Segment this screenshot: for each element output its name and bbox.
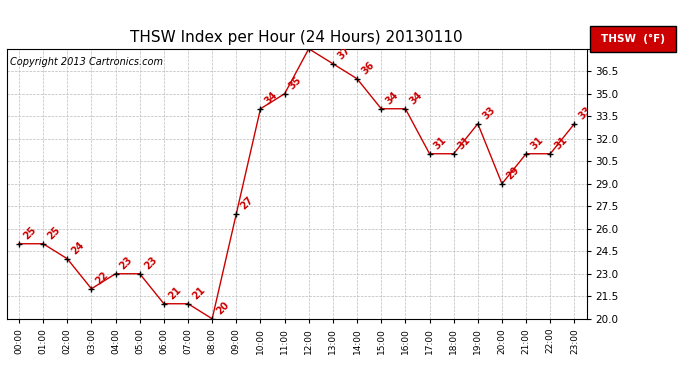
Title: THSW Index per Hour (24 Hours) 20130110: THSW Index per Hour (24 Hours) 20130110 (130, 30, 463, 45)
Text: 38: 38 (311, 30, 328, 46)
Text: 35: 35 (287, 75, 304, 92)
Text: 31: 31 (529, 135, 545, 152)
Text: 31: 31 (432, 135, 448, 152)
Text: 29: 29 (504, 165, 521, 182)
Text: 31: 31 (456, 135, 473, 152)
Text: 20: 20 (215, 300, 231, 316)
Text: 24: 24 (70, 240, 86, 256)
Text: 21: 21 (166, 285, 183, 302)
Text: 33: 33 (480, 105, 497, 122)
Text: Copyright 2013 Cartronics.com: Copyright 2013 Cartronics.com (10, 57, 163, 67)
Text: 23: 23 (118, 255, 135, 272)
Text: THSW  (°F): THSW (°F) (601, 34, 665, 44)
Text: 37: 37 (335, 45, 352, 62)
Text: 21: 21 (190, 285, 207, 302)
Text: 25: 25 (46, 225, 62, 242)
Text: 34: 34 (263, 90, 279, 106)
Text: 23: 23 (142, 255, 159, 272)
Text: 25: 25 (21, 225, 38, 242)
Text: 34: 34 (408, 90, 424, 106)
Text: 27: 27 (239, 195, 255, 211)
Text: 34: 34 (384, 90, 400, 106)
Text: 31: 31 (553, 135, 569, 152)
Text: 33: 33 (577, 105, 593, 122)
Text: 22: 22 (94, 270, 110, 286)
Text: 36: 36 (359, 60, 376, 76)
